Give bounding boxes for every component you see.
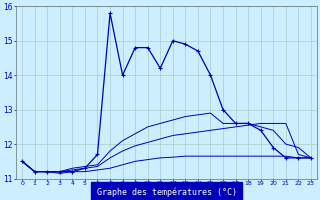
X-axis label: Graphe des températures (°C): Graphe des températures (°C) xyxy=(97,188,236,197)
